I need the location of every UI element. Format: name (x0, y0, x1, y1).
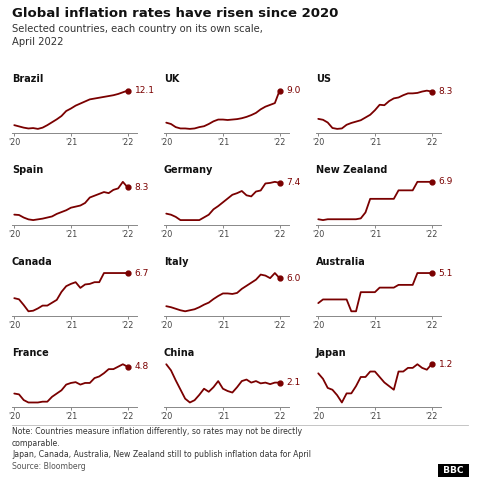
Text: Note: Countries measure inflation differently, so rates may not be directly
comp: Note: Countries measure inflation differ… (12, 427, 311, 459)
Text: China: China (164, 348, 195, 358)
Text: BBC: BBC (440, 466, 467, 475)
Text: 7.4: 7.4 (287, 179, 301, 187)
Text: Global inflation rates have risen since 2020: Global inflation rates have risen since … (12, 7, 338, 20)
Text: 8.3: 8.3 (134, 183, 149, 192)
Text: 6.7: 6.7 (134, 268, 149, 277)
Text: 4.8: 4.8 (134, 362, 149, 371)
Text: 1.2: 1.2 (439, 360, 453, 369)
Text: 8.3: 8.3 (439, 87, 453, 96)
Text: 6.9: 6.9 (439, 177, 453, 186)
Text: Spain: Spain (12, 165, 43, 175)
Text: Germany: Germany (164, 165, 214, 175)
Text: Brazil: Brazil (12, 74, 43, 84)
Text: 6.0: 6.0 (287, 274, 301, 283)
Text: Selected countries, each country on its own scale,
April 2022: Selected countries, each country on its … (12, 24, 263, 47)
Text: France: France (12, 348, 49, 358)
Text: 2.1: 2.1 (287, 378, 301, 387)
Text: 12.1: 12.1 (134, 86, 155, 95)
Text: 5.1: 5.1 (439, 268, 453, 277)
Text: Australia: Australia (316, 256, 366, 266)
Text: US: US (316, 74, 331, 84)
Text: Source: Bloomberg: Source: Bloomberg (12, 462, 86, 471)
Text: 9.0: 9.0 (287, 86, 301, 95)
Text: New Zealand: New Zealand (316, 165, 387, 175)
Text: Italy: Italy (164, 256, 189, 266)
Text: Japan: Japan (316, 348, 347, 358)
Text: UK: UK (164, 74, 180, 84)
Text: Canada: Canada (12, 256, 53, 266)
